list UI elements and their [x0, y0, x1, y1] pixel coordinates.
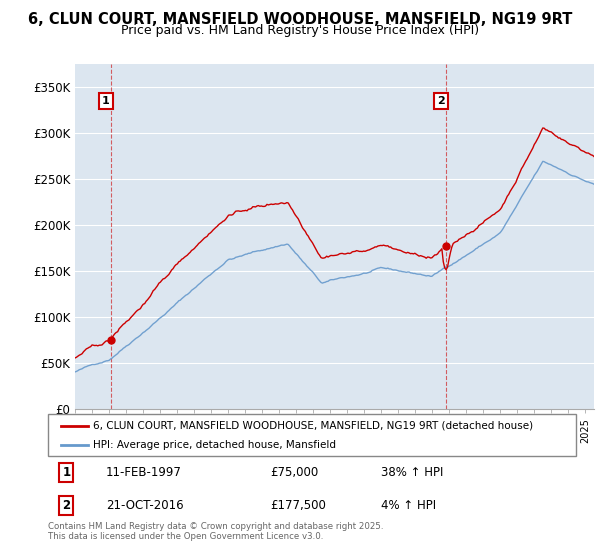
Text: HPI: Average price, detached house, Mansfield: HPI: Average price, detached house, Mans…	[93, 440, 336, 450]
Text: 6, CLUN COURT, MANSFIELD WOODHOUSE, MANSFIELD, NG19 9RT (detached house): 6, CLUN COURT, MANSFIELD WOODHOUSE, MANS…	[93, 421, 533, 431]
Text: 6, CLUN COURT, MANSFIELD WOODHOUSE, MANSFIELD, NG19 9RT: 6, CLUN COURT, MANSFIELD WOODHOUSE, MANS…	[28, 12, 572, 27]
Text: £75,000: £75,000	[270, 465, 318, 479]
Text: £177,500: £177,500	[270, 498, 326, 512]
Text: 2: 2	[437, 96, 445, 106]
Text: 1: 1	[62, 465, 71, 479]
Text: 11-FEB-1997: 11-FEB-1997	[106, 465, 182, 479]
Text: 21-OCT-2016: 21-OCT-2016	[106, 498, 184, 512]
Text: 38% ↑ HPI: 38% ↑ HPI	[380, 465, 443, 479]
Text: 4% ↑ HPI: 4% ↑ HPI	[380, 498, 436, 512]
Text: 2: 2	[62, 498, 71, 512]
Text: Price paid vs. HM Land Registry's House Price Index (HPI): Price paid vs. HM Land Registry's House …	[121, 24, 479, 37]
Text: Contains HM Land Registry data © Crown copyright and database right 2025.
This d: Contains HM Land Registry data © Crown c…	[48, 522, 383, 542]
FancyBboxPatch shape	[48, 414, 576, 456]
Text: 1: 1	[102, 96, 110, 106]
